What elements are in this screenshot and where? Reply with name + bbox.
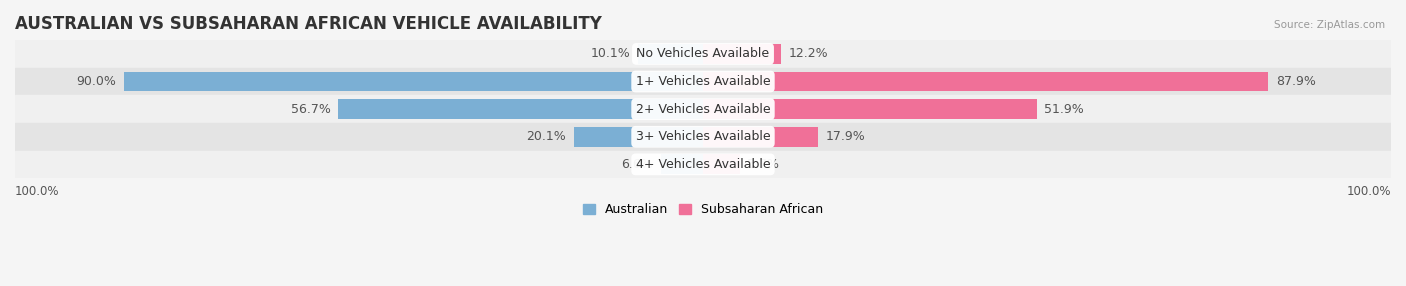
Bar [15,68,1391,95]
Text: 20.1%: 20.1% [526,130,567,143]
Bar [703,127,818,147]
Text: 87.9%: 87.9% [1275,75,1316,88]
Bar [15,150,1391,178]
Bar [703,72,1268,92]
Text: 90.0%: 90.0% [77,75,117,88]
Text: 51.9%: 51.9% [1045,103,1084,116]
Text: Source: ZipAtlas.com: Source: ZipAtlas.com [1274,20,1385,30]
Bar [703,99,1036,119]
Text: 2+ Vehicles Available: 2+ Vehicles Available [636,103,770,116]
Text: 56.7%: 56.7% [291,103,330,116]
Bar [574,127,703,147]
Text: 1+ Vehicles Available: 1+ Vehicles Available [636,75,770,88]
Legend: Australian, Subsaharan African: Australian, Subsaharan African [583,203,823,216]
Text: 100.0%: 100.0% [15,185,59,198]
Bar [661,154,703,174]
Text: 5.7%: 5.7% [748,158,779,171]
Bar [339,99,703,119]
Bar [124,72,703,92]
Bar [15,95,1391,123]
Text: 10.1%: 10.1% [591,47,630,60]
Text: 17.9%: 17.9% [825,130,866,143]
Bar [703,154,740,174]
Text: 4+ Vehicles Available: 4+ Vehicles Available [636,158,770,171]
Text: 100.0%: 100.0% [1347,185,1391,198]
Text: No Vehicles Available: No Vehicles Available [637,47,769,60]
Text: 6.6%: 6.6% [621,158,652,171]
Text: 12.2%: 12.2% [789,47,828,60]
Bar [703,44,782,64]
Bar [15,40,1391,68]
Bar [638,44,703,64]
Text: AUSTRALIAN VS SUBSAHARAN AFRICAN VEHICLE AVAILABILITY: AUSTRALIAN VS SUBSAHARAN AFRICAN VEHICLE… [15,15,602,33]
Text: 3+ Vehicles Available: 3+ Vehicles Available [636,130,770,143]
Bar [15,123,1391,150]
